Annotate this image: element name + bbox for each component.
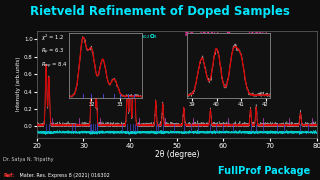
Text: $\chi^2$ = 1.2: $\chi^2$ = 1.2 — [41, 33, 64, 43]
X-axis label: 2θ (degree): 2θ (degree) — [155, 150, 199, 159]
Text: Ref:: Ref: — [3, 173, 14, 178]
Y-axis label: Intensity (arb.units): Intensity (arb.units) — [16, 57, 21, 111]
Text: FullProf Package: FullProf Package — [218, 166, 310, 176]
Text: Bi$_{0.8}$Gd$_{0.2}$Fe$_{0.8}$Mn$_{0.2}$O$_3$: Bi$_{0.8}$Gd$_{0.2}$Fe$_{0.8}$Mn$_{0.2}$… — [93, 32, 158, 40]
Text: Mater. Res. Express 8 (2021) 016302: Mater. Res. Express 8 (2021) 016302 — [18, 173, 109, 178]
Text: $R_p$ = 6.3: $R_p$ = 6.3 — [41, 47, 65, 57]
Text: Rietveld Refinement of Doped Samples: Rietveld Refinement of Doped Samples — [30, 4, 290, 17]
Text: $R_{wp}$ = 8.4: $R_{wp}$ = 8.4 — [41, 61, 68, 71]
Text: Dr. Satya N. Tripathy: Dr. Satya N. Tripathy — [3, 157, 54, 162]
Text: R3c (81%) +Pnma (19%): R3c (81%) +Pnma (19%) — [185, 32, 268, 37]
